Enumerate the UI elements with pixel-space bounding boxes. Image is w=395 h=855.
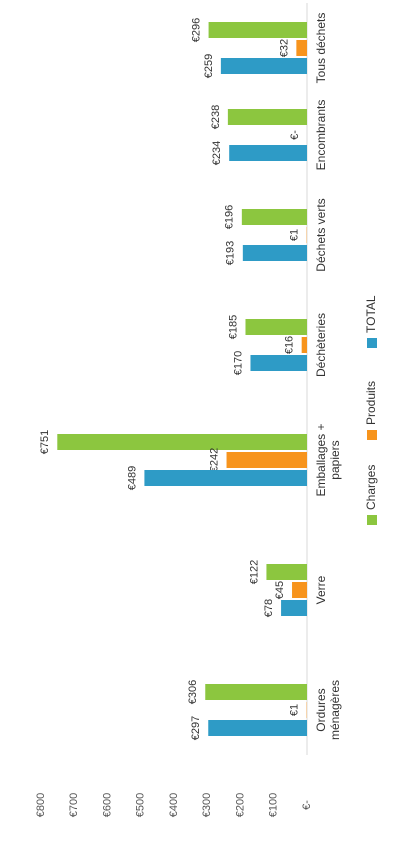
bar-charges-3 bbox=[245, 319, 307, 335]
value-tick-label: €600 bbox=[101, 793, 113, 817]
bar-total-3 bbox=[250, 355, 307, 371]
value-tick-label: €500 bbox=[135, 793, 147, 817]
legend-swatch-produits bbox=[367, 430, 377, 440]
legend-label: TOTAL bbox=[364, 295, 378, 333]
data-label: €259 bbox=[203, 54, 215, 78]
legend-label: Produits bbox=[364, 381, 378, 425]
data-label: €238 bbox=[210, 105, 222, 129]
bar-charges-5 bbox=[228, 109, 307, 125]
bar-total-0 bbox=[208, 720, 307, 736]
legend-label: Charges bbox=[364, 465, 378, 510]
bar-charges-2 bbox=[57, 434, 307, 450]
data-label: €489 bbox=[126, 466, 138, 490]
bar-total-4 bbox=[243, 245, 307, 261]
category-label: Déchèteries bbox=[314, 313, 328, 377]
category-label: papiers bbox=[328, 440, 342, 479]
bar-charges-0 bbox=[205, 684, 307, 700]
data-label: €- bbox=[289, 130, 301, 140]
data-label: €297 bbox=[190, 716, 202, 740]
category-label: Encombrants bbox=[314, 100, 328, 171]
data-label: €193 bbox=[225, 241, 237, 265]
data-label: €296 bbox=[190, 18, 202, 42]
value-tick-label: €400 bbox=[168, 793, 180, 817]
data-label: €242 bbox=[208, 448, 220, 472]
category-label: Verre bbox=[314, 575, 328, 604]
bar-total-5 bbox=[229, 145, 307, 161]
value-tick-label: €300 bbox=[201, 793, 213, 817]
data-label: €170 bbox=[232, 351, 244, 375]
data-label: €306 bbox=[187, 680, 199, 704]
data-label: €32 bbox=[278, 39, 290, 57]
data-label: €78 bbox=[263, 599, 275, 617]
data-label: €45 bbox=[274, 581, 286, 599]
data-label: €234 bbox=[211, 141, 223, 165]
category-label: ménagères bbox=[328, 680, 342, 740]
bar-charges-6 bbox=[209, 22, 307, 38]
legend-swatch-total bbox=[367, 338, 377, 348]
data-label: €1 bbox=[289, 229, 301, 241]
value-tick-label: €700 bbox=[68, 793, 80, 817]
data-label: €16 bbox=[284, 336, 296, 354]
bar-produits-3 bbox=[302, 337, 307, 353]
value-tick-label: €800 bbox=[35, 793, 47, 817]
category-label: Déchets verts bbox=[314, 198, 328, 271]
data-label: €122 bbox=[248, 560, 260, 584]
bar-charges-1 bbox=[266, 564, 307, 580]
legend-swatch-charges bbox=[367, 515, 377, 525]
value-tick-label: €200 bbox=[234, 793, 246, 817]
bar-total-1 bbox=[281, 600, 307, 616]
value-tick-label: €- bbox=[301, 800, 313, 810]
bar-charges-4 bbox=[242, 209, 307, 225]
bar-total-2 bbox=[144, 470, 307, 486]
category-label: Ordures bbox=[314, 688, 328, 731]
category-label: Emballages + bbox=[314, 423, 328, 496]
bar-produits-1 bbox=[292, 582, 307, 598]
value-tick-label: €100 bbox=[268, 793, 280, 817]
bar-produits-2 bbox=[227, 452, 307, 468]
bar-produits-6 bbox=[296, 40, 307, 56]
bar-total-6 bbox=[221, 58, 307, 74]
data-label: €751 bbox=[39, 430, 51, 454]
data-label: €185 bbox=[227, 315, 239, 339]
data-label: €1 bbox=[289, 704, 301, 716]
data-label: €196 bbox=[224, 205, 236, 229]
category-label: Tous déchets bbox=[314, 13, 328, 84]
